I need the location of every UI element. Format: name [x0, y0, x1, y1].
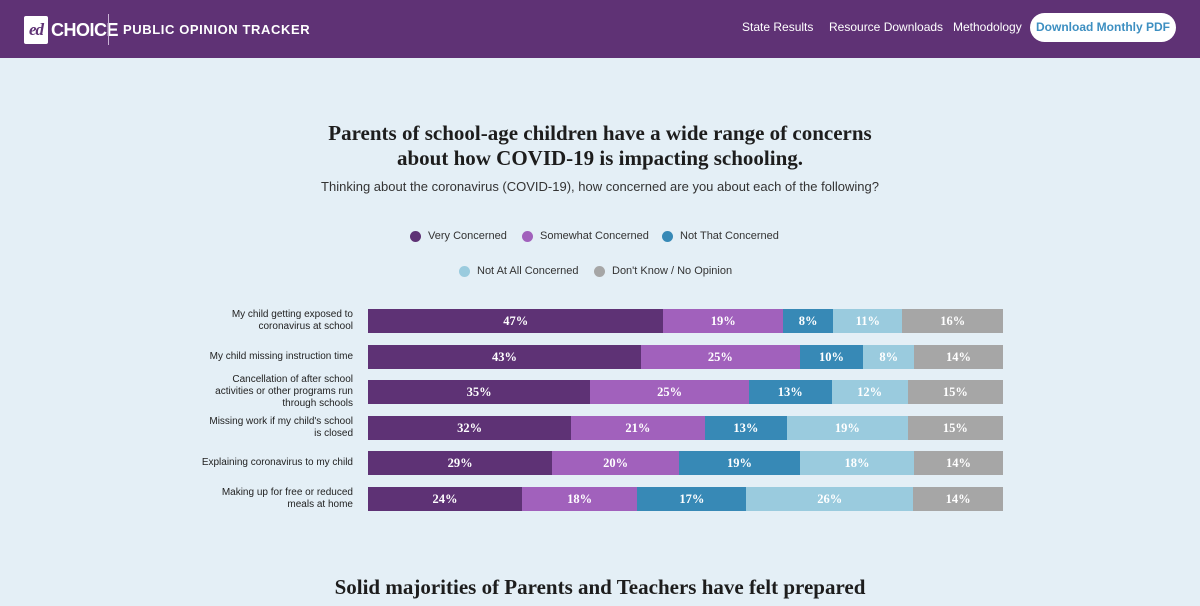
next-section-title: Solid majorities of Parents and Teachers… [334, 575, 866, 599]
data-label: 32% [457, 420, 483, 435]
legend-item: Not At All Concerned [459, 265, 579, 277]
bar-segment[interactable] [746, 486, 914, 511]
data-label: 12% [857, 385, 883, 399]
bar-segment[interactable] [863, 344, 915, 369]
legend-swatch [594, 265, 605, 277]
bar-segment[interactable] [704, 415, 788, 440]
legend-label: Not That Concerned [680, 230, 779, 242]
chart-subtitle: Thinking about the coronavirus (COVID-19… [321, 179, 879, 194]
data-label: 35% [466, 385, 492, 399]
bar-segment[interactable] [799, 451, 915, 475]
data-label: 18% [844, 456, 870, 470]
bar-segment[interactable] [368, 344, 642, 369]
data-label: 10% [819, 349, 845, 364]
data-label: 8% [798, 314, 818, 328]
category-label: My child missing instruction time [209, 350, 353, 362]
data-label: 25% [707, 349, 733, 364]
bar-segment[interactable] [907, 380, 1003, 404]
data-label: 29% [447, 456, 473, 470]
chart-title: Parents of school-age children have a wi… [250, 121, 950, 171]
data-label: 11% [855, 314, 880, 328]
nav-link-resource-downloads[interactable]: Resource Downloads [829, 20, 944, 34]
nav-link-methodology[interactable]: Methodology [953, 20, 1022, 34]
chart-title-line-2: about how COVID-19 is impacting schoolin… [396, 146, 804, 170]
bar-segment[interactable] [914, 344, 1003, 369]
data-label: 8% [879, 349, 899, 364]
chart-title-line-1: Parents of school-age children have a wi… [328, 121, 872, 145]
header-divider [108, 14, 109, 45]
bar-segment[interactable] [637, 486, 747, 511]
legend-item: Don't Know / No Opinion [594, 265, 732, 277]
bar-segment[interactable] [902, 309, 1003, 333]
data-label: 14% [946, 349, 972, 364]
top-nav-bar: ed CHOICE PUBLIC OPINION TRACKER State R… [0, 0, 1200, 58]
data-label: 13% [777, 385, 803, 399]
download-pdf-button[interactable]: Download Monthly PDF [1030, 13, 1176, 42]
data-label: 25% [657, 385, 683, 399]
edchoice-logo[interactable]: ed CHOICE [24, 16, 119, 44]
bar-segment[interactable] [590, 380, 749, 404]
bar-segment[interactable] [799, 344, 864, 369]
category-label: My child getting exposed to coronavirus … [231, 309, 353, 332]
bar-segment[interactable] [679, 451, 800, 475]
data-label: 14% [946, 456, 972, 470]
legend-label: Don't Know / No Opinion [612, 265, 733, 277]
data-label: 18% [567, 491, 593, 506]
data-label: 15% [942, 420, 968, 435]
legend-swatch [459, 265, 470, 277]
bar-segment[interactable] [368, 451, 553, 475]
data-label: 20% [603, 456, 629, 470]
legend-swatch [662, 230, 673, 242]
bar-segment[interactable] [641, 344, 800, 369]
data-label: 43% [492, 349, 518, 364]
data-label: 47% [503, 314, 529, 328]
bar-segment[interactable] [521, 486, 638, 511]
legend-swatch [522, 230, 533, 242]
bar-segment[interactable] [368, 380, 591, 404]
bar-segment[interactable] [663, 309, 783, 333]
category-label: Explaining coronavirus to my child [201, 457, 353, 468]
bar-segment[interactable] [907, 415, 1003, 440]
legend-item: Somewhat Concerned [522, 230, 649, 242]
bar-segment[interactable] [571, 415, 705, 440]
bar-segment[interactable] [831, 380, 908, 404]
legend-item: Very Concerned [410, 230, 507, 242]
nav-link-state-results[interactable]: State Results [742, 20, 814, 34]
data-label: 26% [817, 491, 843, 506]
bar-segment[interactable] [749, 380, 832, 404]
bar-segment[interactable] [368, 415, 572, 440]
data-label: 21% [625, 420, 651, 435]
category-label: Making up for free or reduced meals at h… [221, 486, 353, 510]
category-label: Missing work if my child's school is clo… [209, 415, 353, 439]
bar-segment[interactable] [782, 309, 834, 333]
data-label: 19% [834, 420, 860, 435]
logo-ed-mark: ed [24, 16, 48, 44]
data-label: 13% [733, 420, 759, 435]
data-label: 15% [942, 385, 968, 399]
data-label: 14% [945, 491, 971, 506]
bar-segment[interactable] [368, 309, 664, 333]
bar-segment[interactable] [787, 415, 908, 440]
site-title: PUBLIC OPINION TRACKER [123, 22, 311, 37]
logo-choice-text: CHOICE [51, 19, 119, 40]
legend-label: Very Concerned [428, 230, 507, 242]
legend-label: Somewhat Concerned [540, 230, 649, 242]
data-label: 24% [432, 491, 458, 506]
legend-label: Not At All Concerned [477, 265, 579, 277]
bar-segment[interactable] [914, 451, 1003, 475]
data-label: 19% [710, 314, 736, 328]
data-label: 16% [940, 314, 966, 328]
category-label: Cancellation of after school activities … [215, 374, 353, 409]
bar-segment[interactable] [368, 486, 522, 511]
legend-swatch [410, 230, 421, 242]
bar-segment[interactable] [552, 451, 680, 475]
bar-segment[interactable] [833, 309, 903, 333]
data-label: 17% [679, 491, 705, 506]
bar-segment[interactable] [913, 486, 1003, 511]
legend-item: Not That Concerned [662, 230, 779, 242]
data-label: 19% [726, 456, 752, 470]
